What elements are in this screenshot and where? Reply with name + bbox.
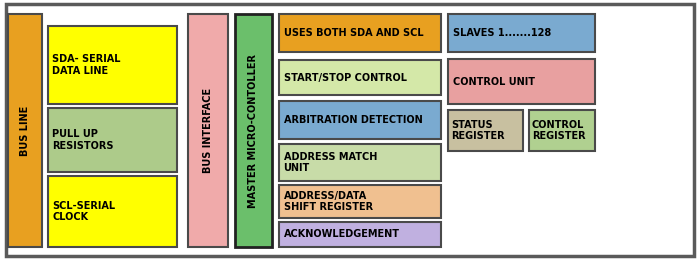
Text: SCL-SERIAL
CLOCK: SCL-SERIAL CLOCK bbox=[52, 201, 116, 222]
Text: BUS LINE: BUS LINE bbox=[20, 105, 30, 156]
FancyBboxPatch shape bbox=[8, 14, 42, 247]
Text: START/STOP CONTROL: START/STOP CONTROL bbox=[284, 73, 407, 83]
FancyBboxPatch shape bbox=[448, 59, 595, 104]
FancyBboxPatch shape bbox=[279, 60, 441, 95]
FancyBboxPatch shape bbox=[188, 14, 228, 247]
FancyBboxPatch shape bbox=[48, 26, 177, 104]
Text: CONTROL UNIT: CONTROL UNIT bbox=[453, 76, 535, 87]
Text: SDA- SERIAL
DATA LINE: SDA- SERIAL DATA LINE bbox=[52, 55, 121, 76]
Text: BUS INTERFACE: BUS INTERFACE bbox=[203, 88, 213, 173]
FancyBboxPatch shape bbox=[528, 110, 595, 151]
Text: ADDRESS MATCH
UNIT: ADDRESS MATCH UNIT bbox=[284, 152, 377, 173]
FancyBboxPatch shape bbox=[448, 110, 523, 151]
Text: MASTER MICRO-CONTOLLER: MASTER MICRO-CONTOLLER bbox=[248, 54, 258, 207]
FancyBboxPatch shape bbox=[279, 222, 441, 247]
Text: PULL UP
RESISTORS: PULL UP RESISTORS bbox=[52, 129, 114, 151]
FancyBboxPatch shape bbox=[48, 176, 177, 247]
Text: ADDRESS/DATA
SHIFT REGISTER: ADDRESS/DATA SHIFT REGISTER bbox=[284, 191, 372, 212]
Text: ARBITRATION DETECTION: ARBITRATION DETECTION bbox=[284, 115, 422, 125]
Text: SLAVES 1.......128: SLAVES 1.......128 bbox=[453, 28, 551, 38]
FancyBboxPatch shape bbox=[448, 14, 595, 52]
FancyBboxPatch shape bbox=[48, 108, 177, 172]
FancyBboxPatch shape bbox=[279, 185, 441, 218]
FancyBboxPatch shape bbox=[279, 14, 441, 52]
FancyBboxPatch shape bbox=[235, 14, 272, 247]
FancyBboxPatch shape bbox=[6, 4, 694, 256]
FancyBboxPatch shape bbox=[279, 144, 441, 181]
FancyBboxPatch shape bbox=[279, 101, 441, 139]
Text: USES BOTH SDA AND SCL: USES BOTH SDA AND SCL bbox=[284, 28, 423, 38]
Text: STATUS
REGISTER: STATUS REGISTER bbox=[452, 120, 505, 141]
Text: ACKNOWLEDGEMENT: ACKNOWLEDGEMENT bbox=[284, 229, 400, 239]
Text: CONTROL
REGISTER: CONTROL REGISTER bbox=[532, 120, 586, 141]
